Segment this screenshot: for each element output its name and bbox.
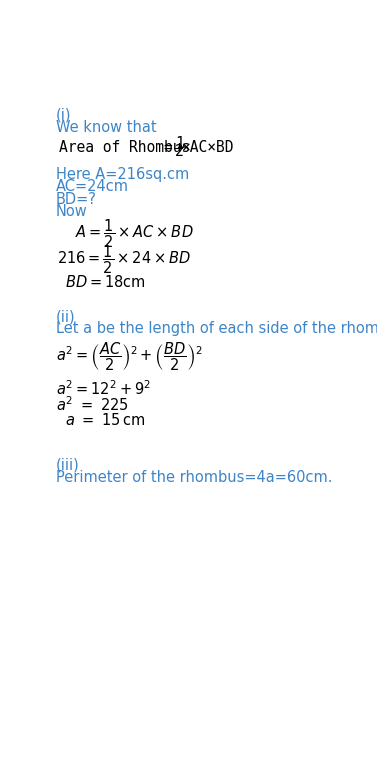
Text: $A = \dfrac{1}{2} \times AC \times BD$: $A = \dfrac{1}{2} \times AC \times BD$ <box>75 218 193 250</box>
Text: We know that: We know that <box>56 120 156 135</box>
Text: $a^2 = 12^2 + 9^2$: $a^2 = 12^2 + 9^2$ <box>56 379 151 398</box>
Text: BD=?: BD=? <box>56 192 97 207</box>
Text: $216 = \dfrac{1}{2} \times 24 \times BD$: $216 = \dfrac{1}{2} \times 24 \times BD$ <box>57 243 192 276</box>
Text: (iii): (iii) <box>56 457 80 472</box>
Text: (ii): (ii) <box>56 310 75 324</box>
Text: AC=24cm: AC=24cm <box>56 179 129 194</box>
Text: Now: Now <box>56 204 87 219</box>
Text: $a^2 = \left(\dfrac{AC}{2}\right)^2 + \left(\dfrac{BD}{2}\right)^2$: $a^2 = \left(\dfrac{AC}{2}\right)^2 + \l… <box>56 340 203 372</box>
Text: Let a be the length of each side of the rhombus.: Let a be the length of each side of the … <box>56 321 377 336</box>
Text: =: = <box>163 141 172 155</box>
Text: 1: 1 <box>175 136 184 151</box>
Text: $BD = 18\mathrm{cm}$: $BD = 18\mathrm{cm}$ <box>65 274 146 290</box>
Text: ×AC×BD: ×AC×BD <box>182 141 235 155</box>
Text: Area of Rhombus: Area of Rhombus <box>59 141 190 155</box>
Text: (i): (i) <box>56 107 71 122</box>
Text: Here A=216sq.cm: Here A=216sq.cm <box>56 167 189 182</box>
Text: 2: 2 <box>175 144 184 160</box>
Text: $a \ = \ 15\,\mathrm{cm}$: $a \ = \ 15\,\mathrm{cm}$ <box>65 412 145 428</box>
Text: $a^2 \ = \ 225$: $a^2 \ = \ 225$ <box>56 395 129 414</box>
Text: Perimeter of the rhombus=4a=60cm.: Perimeter of the rhombus=4a=60cm. <box>56 470 333 485</box>
